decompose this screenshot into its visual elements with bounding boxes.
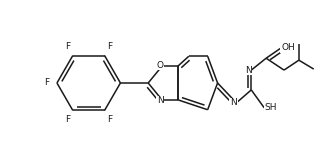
Text: N: N <box>230 98 237 107</box>
Text: F: F <box>65 42 71 51</box>
Text: N: N <box>157 96 163 105</box>
Text: O: O <box>157 61 164 70</box>
Text: N: N <box>245 66 252 75</box>
Text: F: F <box>65 115 71 124</box>
Text: F: F <box>44 78 50 87</box>
Text: SH: SH <box>265 103 277 112</box>
Text: OH: OH <box>281 43 295 52</box>
Text: F: F <box>107 42 112 51</box>
Text: F: F <box>107 115 112 124</box>
